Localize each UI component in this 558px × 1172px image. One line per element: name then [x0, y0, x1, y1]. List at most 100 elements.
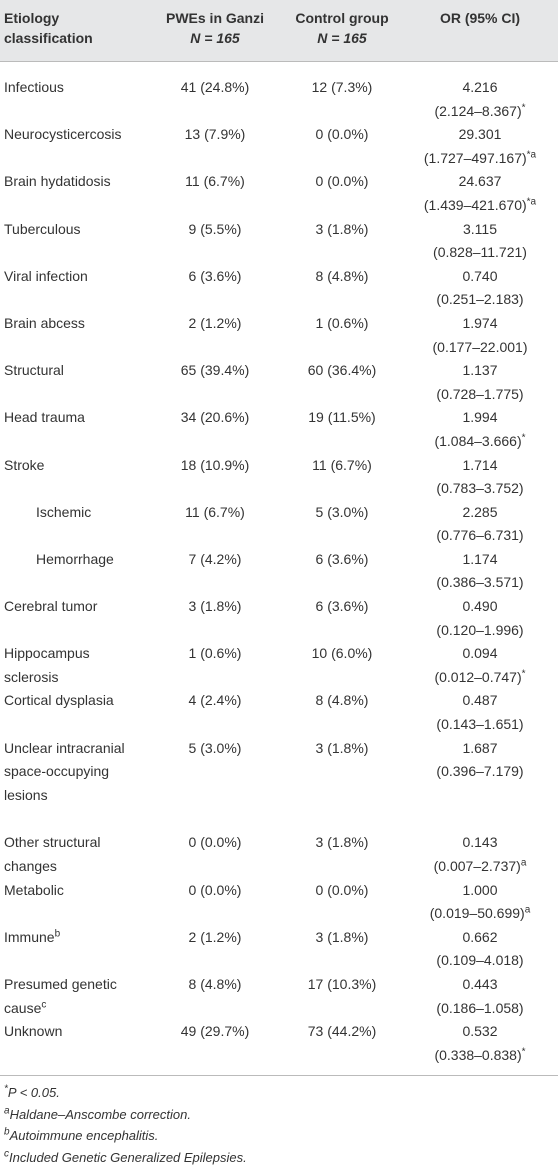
pwe-cell: 18 (10.9%) [180, 456, 250, 473]
table-row: Structural 65 (39.4%) 60 (36.4%) 1.137 (0.72… [0, 359, 558, 406]
label-cell: Unknown [0, 1020, 148, 1077]
table-row: Viral infection 6 (3.6%) 8 (4.8%) 0.740 (0.2… [0, 265, 558, 312]
control-cell: 17 (10.3%) [307, 975, 377, 992]
footnotes: *P < 0.05. aHaldane–Anscombe correction. b… [0, 1076, 558, 1168]
etiology-table: Etiology classification PWEs in Ganzi N = … [0, 0, 558, 1077]
table-body: Infectious 41 (24.8%) 12 (7.3%) 4.216 (2.124… [0, 62, 558, 1077]
table-row: Unknown 49 (29.7%) 73 (44.2%) 0.532 (0.338–0… [0, 1020, 558, 1077]
control-cell: 3 (1.8%) [315, 739, 369, 756]
odds-ratio: 0.443 [462, 975, 498, 992]
confidence-interval: (0.338–0.838) [434, 1046, 522, 1063]
or-cell: 0.662 (0.109–4.018) [402, 926, 558, 973]
label-cell: Tuberculous [0, 218, 148, 265]
label-cell: Hemorrhage [0, 548, 148, 595]
control-cell: 8 (4.8%) [315, 267, 369, 284]
pwe-cell: 11 (6.7%) [185, 503, 245, 520]
or-cell: 0.143 (0.007–2.737)a [402, 831, 558, 878]
confidence-interval: (0.728–1.775) [436, 385, 524, 402]
pwe-cell: 0 (0.0%) [188, 834, 242, 851]
row-label: Metabolic [4, 881, 64, 898]
pwe-cell: 49 (29.7%) [148, 1020, 282, 1077]
or-cell: 0.532 (0.338–0.838)* [402, 1020, 558, 1077]
label-footnote: c [41, 998, 47, 1010]
or-cell: 2.285 (0.776–6.731) [402, 501, 558, 548]
pwe-cell: 4 (2.4%) [188, 692, 242, 709]
control-cell: 19 (11.5%) [308, 409, 376, 426]
table-row: Unclear intracranial space-occupying les… [0, 737, 558, 832]
footnote-symbol: a [4, 1105, 10, 1117]
ci-footnote: * [521, 432, 526, 444]
control-cell: 11 (6.7%) [312, 456, 372, 473]
header-cell: Control group N = 165 [282, 0, 402, 62]
pwe-cell: 41 (24.8%) [180, 79, 250, 95]
header-row: Etiology classification PWEs in Ganzi N = … [0, 0, 558, 62]
odds-ratio: 1.974 [462, 314, 498, 331]
footnote-symbol: c [4, 1148, 9, 1160]
footnote: aHaldane–Anscombe correction. [4, 1104, 554, 1126]
table-row: Head trauma 34 (20.6%) 19 (11.5%) 1.994 (1.0… [0, 406, 558, 453]
odds-ratio: 2.285 [462, 503, 498, 520]
control-cell: 3 (1.8%) [315, 834, 369, 851]
control-cell: 10 (6.0%) [311, 645, 373, 662]
odds-ratio: 1.714 [462, 456, 498, 473]
pwe-cell: 34 (20.6%) [180, 409, 250, 426]
label-cell: Stroke [0, 454, 148, 501]
table-row: Other structural changes 0 (0.0%) 3 (1.8%)… [0, 831, 558, 878]
footnote-text: Included Genetic Generalized Epilepsies. [9, 1149, 247, 1165]
odds-ratio: 0.490 [462, 598, 498, 615]
confidence-interval: (0.776–6.731) [436, 527, 524, 544]
control-cell: 60 (36.4%) [307, 362, 377, 379]
footnote-text: Autoimmune encephalitis. [9, 1128, 159, 1144]
row-label: Infectious [4, 79, 64, 95]
row-label: Ischemic [36, 503, 92, 520]
label-cell: Structural [0, 359, 148, 406]
label-cell: Unclear intracranial space-occupying les… [0, 737, 148, 832]
table-row: Hippocampus sclerosis 1 (0.6%) 10 (6.0%) 0.… [0, 642, 558, 689]
or-cell: 1.687 (0.396–7.179) [402, 737, 558, 832]
control-cell: 3 (1.8%) [315, 220, 369, 237]
row-label: Other structural changes [4, 834, 101, 874]
header-cell: OR (95% CI) [402, 0, 558, 62]
pwe-cell: 3 (1.8%) [188, 598, 242, 615]
table-row: Brain abcess 2 (1.2%) 1 (0.6%) 1.974 (0.177–… [0, 312, 558, 359]
header-text: Control group [295, 10, 389, 26]
ci-footnote: a [520, 857, 527, 869]
control-cell: 6 (3.6%) [315, 550, 369, 567]
label-cell: Viral infection [0, 265, 148, 312]
row-label: Brain hydatidosis [4, 173, 111, 190]
or-cell: 0.443 (0.186–1.058) [402, 973, 558, 1020]
table-row: Stroke 18 (10.9%) 11 (6.7%) 1.714 (0.783–3.7… [0, 454, 558, 501]
footnote-text: Haldane–Anscombe correction. [9, 1106, 191, 1122]
table-row: Tuberculous 9 (5.5%) 3 (1.8%) 3.115 (0.828–1… [0, 218, 558, 265]
control-cell: 0 (0.0%) [315, 881, 369, 898]
row-label: Cortical dysplasia [4, 692, 114, 709]
row-label: Unknown [4, 1023, 63, 1040]
ci-footnote: * [521, 101, 526, 113]
row-label: Neurocysticercosis [4, 126, 122, 143]
table-row: Ischemic 11 (6.7%) 5 (3.0%) 2.285 (0.776–6.7… [0, 501, 558, 548]
odds-ratio: 0.662 [462, 928, 498, 945]
confidence-interval: (0.007–2.737) [433, 858, 521, 874]
row-label: Hippocampus sclerosis [4, 645, 90, 685]
row-label: Stroke [4, 456, 45, 473]
header-n: N = 165 [190, 30, 240, 46]
row-label: Hemorrhage [36, 550, 114, 567]
table-row: Metabolic 0 (0.0%) 0 (0.0%) 1.000 (0.019–50.… [0, 879, 558, 926]
odds-ratio: 1.174 [462, 550, 498, 567]
confidence-interval: (0.109–4.018) [436, 952, 524, 969]
pwe-cell: 8 (4.8%) [188, 975, 242, 992]
label-cell: Metabolic [0, 879, 148, 926]
odds-ratio: 0.532 [462, 1023, 498, 1040]
ci-footnote: * [521, 1046, 526, 1058]
row-label: Structural [4, 362, 64, 379]
control-cell: 0 (0.0%) [315, 173, 369, 190]
label-footnote: b [54, 928, 61, 940]
header-text: Etiology classification [4, 10, 93, 46]
odds-ratio: 0.487 [462, 692, 498, 709]
confidence-interval: (0.019–50.699) [429, 905, 525, 922]
table-row: Infectious 41 (24.8%) 12 (7.3%) 4.216 (2.124… [0, 62, 558, 124]
row-label: Unclear intracranial space-occupying les… [4, 739, 125, 803]
odds-ratio: 24.637 [458, 173, 502, 190]
odds-ratio: 1.994 [462, 409, 498, 426]
or-cell: 1.137 (0.728–1.775) [402, 359, 558, 406]
